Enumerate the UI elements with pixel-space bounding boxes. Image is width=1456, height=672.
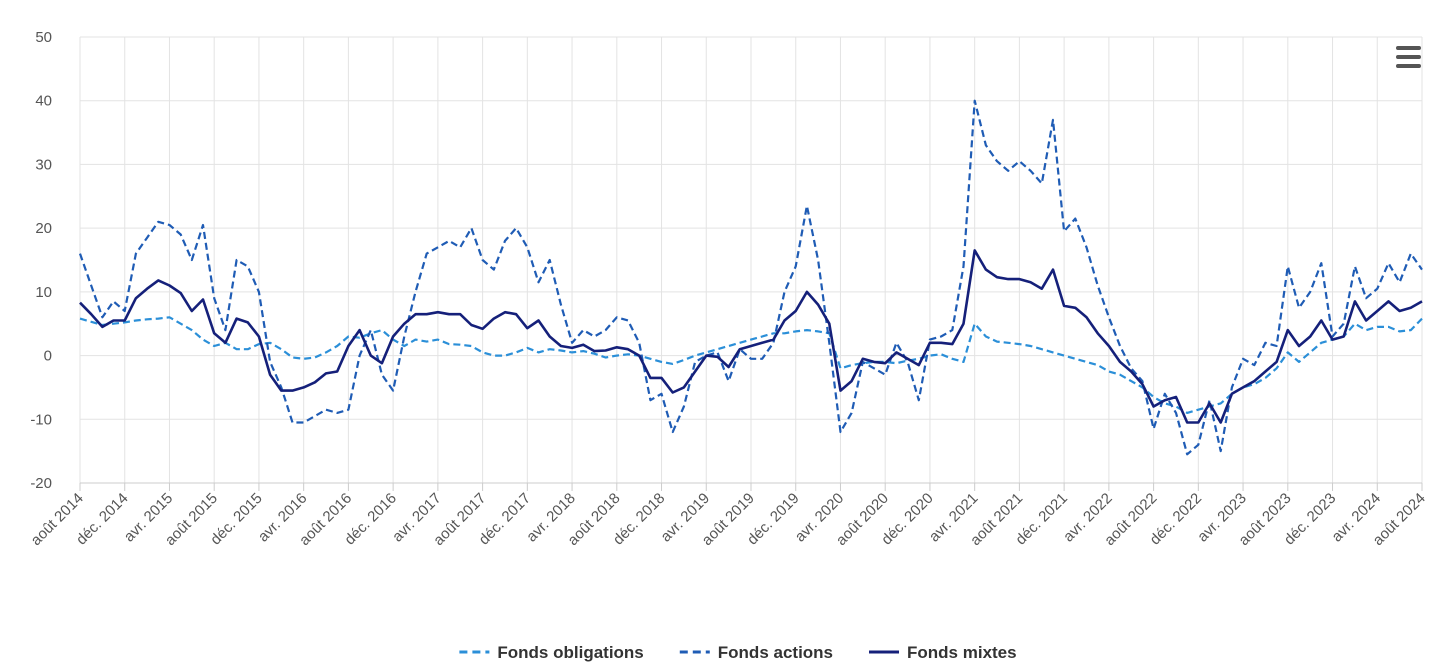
y-tick-label: 40 [35,93,52,110]
legend-label: Fonds obligations [497,643,643,662]
y-tick-label: 10 [35,284,52,301]
y-tick-label: 30 [35,156,52,173]
y-tick-label: -10 [30,411,52,428]
series-line [79,316,1423,414]
legend-item[interactable]: Fonds mixtes [869,643,1017,662]
legend-item[interactable]: Fonds actions [679,643,833,662]
legend-item[interactable]: Fonds obligations [459,643,644,662]
y-tick-label: 20 [35,220,52,237]
menu-icon[interactable] [1396,46,1421,68]
legend: Fonds obligations Fonds actions Fonds mixt… [459,643,1017,662]
series-line [79,249,1423,424]
legend-label: Fonds actions [718,643,833,662]
series-line [78,99,1423,456]
y-tick-label: -20 [30,475,52,492]
legend-label: Fonds mixtes [907,643,1017,662]
y-tick-label: 50 [35,29,52,46]
y-tick-label: 0 [44,348,52,365]
